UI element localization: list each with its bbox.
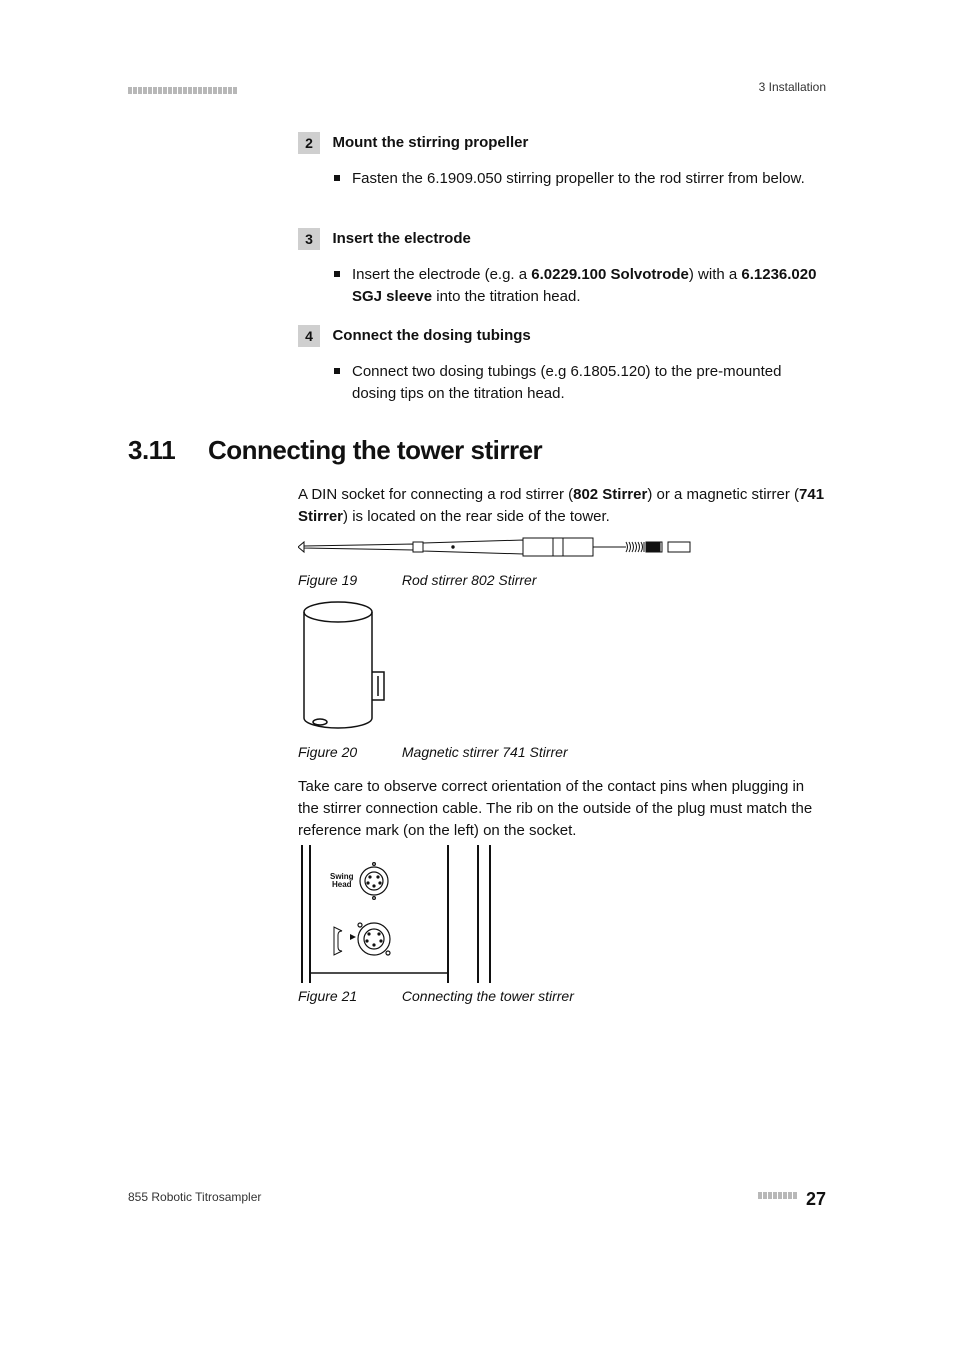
- step-3: 3 Insert the electrode Insert the electr…: [298, 228, 828, 308]
- step-4-number: 4: [298, 325, 320, 347]
- paragraph-1: A DIN socket for connecting a rod stirre…: [298, 484, 828, 528]
- step-3-title: Insert the electrode: [332, 228, 470, 250]
- step-3-bullet-b1: 6.0229.100 Solvotrode: [531, 266, 689, 283]
- panel-label-2: Head: [332, 880, 352, 889]
- step-3-bullet-mid: ) with a: [689, 266, 742, 283]
- step-3-bullet: Insert the electrode (e.g. a 6.0229.100 …: [334, 264, 828, 308]
- figure-21-text: Connecting the tower stirrer: [402, 988, 574, 1004]
- figure-19-text: Rod stirrer 802 Stirrer: [402, 572, 537, 588]
- figure-19-svg: [298, 536, 698, 562]
- header-rule-left: [128, 86, 240, 97]
- figure-20-caption: Figure 20 Magnetic stirrer 741 Stirrer: [298, 744, 568, 760]
- figure-21-caption: Figure 21 Connecting the tower stirrer: [298, 988, 574, 1004]
- step-2: 2 Mount the stirring propeller Fasten th…: [298, 132, 828, 190]
- step-3-number: 3: [298, 228, 320, 250]
- step-4-title: Connect the dosing tubings: [332, 325, 530, 347]
- figure-21-num: Figure 21: [298, 988, 398, 1004]
- step-4-bullet: Connect two dosing tubings (e.g 6.1805.1…: [334, 361, 828, 405]
- figure-20-num: Figure 20: [298, 744, 398, 760]
- step-4: 4 Connect the dosing tubings Connect two…: [298, 325, 828, 405]
- para1-b1: 802 Stirrer: [573, 486, 647, 503]
- figure-19-caption: Figure 19 Rod stirrer 802 Stirrer: [298, 572, 536, 588]
- header-chapter: 3 Installation: [759, 80, 826, 94]
- step-2-number: 2: [298, 132, 320, 154]
- step-2-bullet-text: Fasten the 6.1909.050 stirring propeller…: [352, 170, 805, 187]
- section-number: 3.11: [128, 435, 175, 466]
- section-title: Connecting the tower stirrer: [208, 435, 542, 466]
- figure-19-num: Figure 19: [298, 572, 398, 588]
- footer-page-number: 27: [806, 1189, 826, 1210]
- footer-rule: [758, 1186, 798, 1204]
- page: 3 Installation 2 Mount the stirring prop…: [0, 0, 954, 1350]
- para1-post: ) is located on the rear side of the tow…: [343, 508, 610, 525]
- figure-21-svg: Swing Head: [298, 845, 518, 985]
- step-4-bullet-text: Connect two dosing tubings (e.g 6.1805.1…: [352, 363, 781, 402]
- paragraph-2: Take care to observe correct orientation…: [298, 776, 828, 841]
- para1-pre: A DIN socket for connecting a rod stirre…: [298, 486, 573, 503]
- para1-mid: ) or a magnetic stirrer (: [647, 486, 799, 503]
- step-2-title: Mount the stirring propeller: [332, 132, 528, 154]
- figure-20-text: Magnetic stirrer 741 Stirrer: [402, 744, 568, 760]
- figure-20-svg: [298, 600, 418, 740]
- step-3-bullet-pre: Insert the electrode (e.g. a: [352, 266, 531, 283]
- footer-left: 855 Robotic Titrosampler: [128, 1190, 261, 1204]
- step-3-bullet-post: into the titration head.: [432, 288, 580, 305]
- step-2-bullet: Fasten the 6.1909.050 stirring propeller…: [334, 168, 828, 190]
